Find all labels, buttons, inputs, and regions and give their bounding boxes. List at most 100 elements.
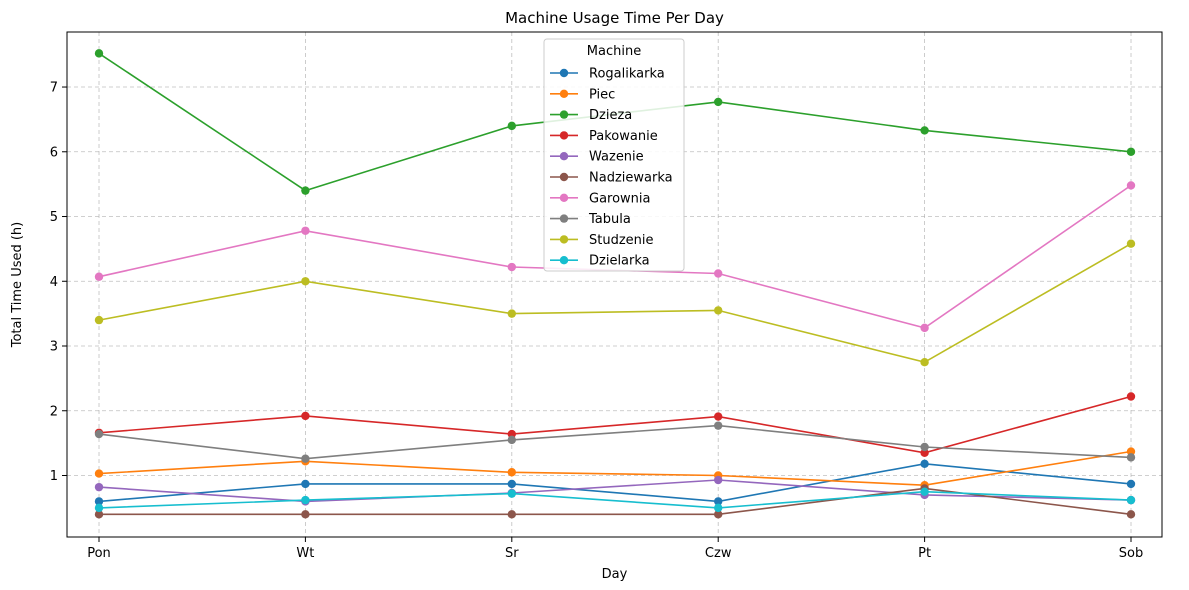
- legend-item-wazenie: Wazenie: [550, 150, 644, 165]
- chart-title: Machine Usage Time Per Day: [505, 9, 724, 27]
- series-line-rogalikarka: [98, 462, 1132, 503]
- data-point-rogalikarka: [1126, 479, 1136, 489]
- legend-marker: [559, 89, 569, 99]
- legend-item-dzieza: Dzieza: [550, 108, 632, 123]
- data-point-piec: [1126, 447, 1136, 456]
- data-point-garownia: [301, 226, 310, 235]
- legend-label: Piec: [589, 87, 615, 102]
- legend-label: Pakowanie: [589, 129, 658, 144]
- data-point-tabula: [920, 442, 929, 452]
- data-point-piec: [507, 468, 516, 477]
- data-point-studzenie: [507, 309, 516, 318]
- data-point-tabula: [1126, 453, 1136, 462]
- legend-title: Machine: [587, 44, 641, 59]
- y-tick-label: 2: [50, 404, 58, 419]
- legend-label: Dzieza: [589, 108, 632, 123]
- y-axis-label: Total Time Used (h): [10, 222, 25, 349]
- legend-item-dzielarka: Dzielarka: [550, 254, 650, 269]
- legend-marker: [559, 152, 569, 161]
- data-point-rogalikarka: [920, 459, 929, 469]
- legend-marker: [559, 214, 569, 223]
- data-point-dzieza: [714, 97, 723, 107]
- data-point-dzieza: [301, 186, 310, 195]
- legend-label: Studzenie: [589, 233, 654, 248]
- legend-marker: [559, 235, 569, 244]
- data-point-studzenie: [920, 357, 929, 367]
- data-point-pakowanie: [1126, 392, 1136, 401]
- series-line-tabula: [98, 424, 1132, 460]
- data-point-nadziewarka: [94, 510, 104, 519]
- data-point-garownia: [920, 323, 929, 333]
- data-point-pakowanie: [301, 411, 310, 421]
- data-point-rogalikarka: [94, 497, 104, 506]
- legend-marker: [559, 256, 569, 265]
- legend-marker: [559, 193, 569, 202]
- legend-label: Garownia: [589, 191, 651, 206]
- data-point-wazenie: [94, 482, 104, 492]
- data-point-pakowanie: [714, 412, 723, 421]
- legend-label: Rogalikarka: [589, 67, 665, 82]
- legend-item-tabula: Tabula: [550, 212, 631, 227]
- data-point-garownia: [507, 262, 516, 272]
- tick-layer: Pon Wt Sr Czw Pt Sob 1 2 3 4 5 6 7: [50, 81, 1144, 561]
- legend-marker: [559, 172, 569, 182]
- legend-item-studzenie: Studzenie: [550, 233, 654, 248]
- data-point-nadziewarka: [301, 510, 310, 519]
- legend-item-garownia: Garownia: [550, 191, 651, 206]
- x-tick-label: Czw: [705, 546, 732, 561]
- data-point-rogalikarka: [714, 497, 723, 506]
- data-point-dzieza: [507, 121, 516, 131]
- legend-item-pakowanie: Pakowanie: [550, 129, 658, 144]
- data-point-tabula: [714, 421, 723, 430]
- data-point-pakowanie: [920, 448, 929, 458]
- data-point-dzielarka: [1126, 495, 1136, 505]
- data-point-tabula: [94, 429, 104, 439]
- data-point-nadziewarka: [714, 510, 723, 519]
- x-tick-label: Pon: [87, 546, 111, 561]
- data-point-wazenie: [714, 475, 723, 485]
- legend-label: Tabula: [588, 212, 631, 227]
- legend-item-nadziewarka: Nadziewarka: [550, 171, 673, 186]
- legend-marker: [559, 110, 569, 119]
- legend-item-piec: Piec: [550, 87, 615, 102]
- data-point-studzenie: [714, 306, 723, 315]
- plot-frame: [66, 31, 1163, 538]
- x-tick-label: Sr: [505, 546, 519, 561]
- data-point-dzieza: [94, 49, 104, 58]
- series-layer: [94, 49, 1136, 519]
- data-point-dzielarka: [301, 495, 310, 505]
- series-line-piec: [98, 450, 1132, 487]
- legend-label: Wazenie: [589, 150, 644, 165]
- data-point-studzenie: [94, 315, 104, 325]
- x-tick-label: Wt: [296, 546, 314, 561]
- y-tick-label: 4: [50, 275, 58, 290]
- legend-item-rogalikarka: Rogalikarka: [550, 67, 665, 82]
- x-axis-label: Day: [602, 567, 628, 582]
- data-point-pakowanie: [507, 429, 516, 439]
- data-point-nadziewarka: [1126, 510, 1136, 519]
- y-tick-label: 5: [50, 210, 58, 225]
- y-tick-label: 6: [50, 145, 58, 160]
- legend-label: Nadziewarka: [589, 171, 673, 186]
- y-tick-label: 1: [50, 469, 58, 484]
- data-point-piec: [94, 469, 104, 478]
- y-tick-label: 3: [50, 340, 58, 355]
- y-tick-label: 7: [50, 81, 58, 96]
- x-tick-label: Pt: [918, 546, 931, 561]
- series-dzielarka: [94, 487, 1136, 513]
- data-point-garownia: [714, 269, 723, 278]
- series-studzenie: [94, 239, 1136, 367]
- data-point-rogalikarka: [301, 479, 310, 489]
- legend-marker: [559, 68, 569, 78]
- data-point-garownia: [1126, 181, 1136, 190]
- data-point-tabula: [301, 454, 310, 463]
- data-point-dzielarka: [920, 487, 929, 496]
- data-point-studzenie: [1126, 239, 1136, 248]
- series-line-pakowanie: [98, 395, 1132, 454]
- data-point-dzielarka: [94, 503, 104, 513]
- series-rogalikarka: [94, 459, 1136, 506]
- series-line-dzielarka: [98, 490, 1132, 509]
- data-point-garownia: [94, 272, 104, 281]
- legend-label: Dzielarka: [589, 254, 650, 269]
